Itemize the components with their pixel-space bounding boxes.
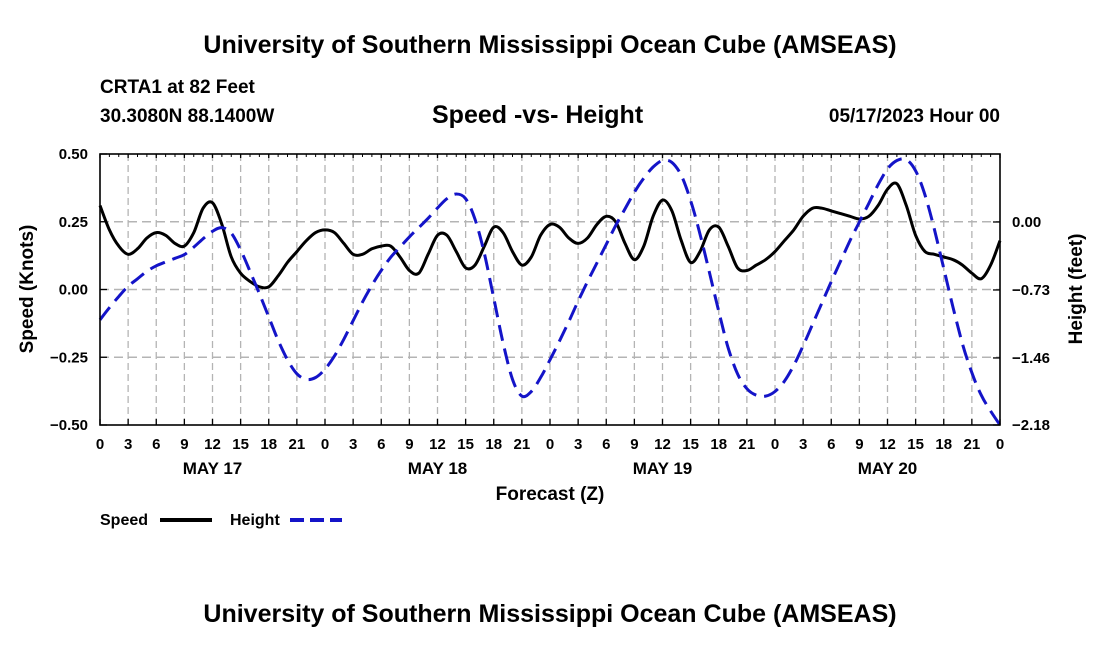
x-tick-label: 0 [771, 436, 779, 453]
grid-lines [100, 154, 1000, 425]
y-tick-label: 0.25 [59, 214, 88, 231]
x-tick-label: 6 [377, 436, 385, 453]
x-tick-label: 21 [514, 436, 531, 453]
x-tick-label: 0 [996, 436, 1004, 453]
station-label: CRTA1 at 82 Feet [100, 77, 255, 98]
x-tick-label: 12 [879, 436, 896, 453]
date-label: MAY 19 [633, 459, 693, 478]
x-tick-label: 3 [349, 436, 357, 453]
date-label: MAY 18 [408, 459, 468, 478]
chart-title: University of Southern Mississippi Ocean… [203, 31, 897, 59]
date-label: MAY 20 [858, 459, 918, 478]
date-label: MAY 17 [183, 459, 243, 478]
x-tick-label: 15 [232, 436, 249, 453]
x-tick-label: 15 [907, 436, 924, 453]
y2-tick-label: −1.46 [1012, 350, 1050, 367]
x-tick-label: 18 [710, 436, 727, 453]
axes-layer: 0 3 6 9 12 15 18 21 0 3 6 9 12 15 18 21 0 3 6 9 12 15 18 21 0 3 6 9… [50, 146, 1050, 478]
x-axis-label: Forecast (Z) [496, 484, 605, 505]
legend: Speed Height [100, 512, 342, 529]
x-tick-label: 21 [289, 436, 306, 453]
y-tick-label: −0.25 [50, 349, 88, 366]
x-tick-label: 18 [485, 436, 502, 453]
x-tick-label: 21 [964, 436, 981, 453]
x-tick-label: 12 [204, 436, 221, 453]
x-tick-label: 9 [855, 436, 863, 453]
y-axis-label: Speed (Knots) [17, 225, 38, 354]
x-tick-label: 9 [405, 436, 413, 453]
footer-title: University of Southern Mississippi Ocean… [203, 600, 897, 628]
y2-tick-label: −2.18 [1012, 417, 1050, 434]
x-tick-label: 0 [546, 436, 554, 453]
y-tick-label: 0.00 [59, 282, 88, 299]
legend-height-label: Height [230, 512, 280, 529]
series-layer [98, 157, 1002, 426]
x-tick-label: 3 [124, 436, 132, 453]
series-line-speed [98, 181, 1002, 290]
y-tick-label: 0.50 [59, 146, 88, 163]
legend-speed-label: Speed [100, 512, 148, 529]
x-tick-label: 6 [602, 436, 610, 453]
x-tick-label: 6 [827, 436, 835, 453]
x-tick-label: 15 [457, 436, 474, 453]
x-tick-label: 9 [180, 436, 188, 453]
series-line-height [98, 157, 1002, 426]
x-tick-label: 12 [654, 436, 671, 453]
x-tick-label: 3 [574, 436, 582, 453]
x-tick-label: 9 [630, 436, 638, 453]
y2-tick-label: 0.00 [1012, 214, 1041, 231]
x-tick-label: 15 [682, 436, 699, 453]
x-tick-label: 0 [96, 436, 104, 453]
x-tick-label: 3 [799, 436, 807, 453]
station-coordinates: 30.3080N 88.1400W [100, 106, 275, 127]
x-tick-label: 12 [429, 436, 446, 453]
y2-tick-label: −0.73 [1012, 282, 1050, 299]
x-tick-label: 18 [935, 436, 952, 453]
y2-axis-label: Height (feet) [1066, 234, 1087, 345]
plot-title: Speed -vs- Height [432, 101, 644, 129]
x-tick-label: 18 [260, 436, 277, 453]
x-tick-label: 21 [739, 436, 756, 453]
x-tick-label: 6 [152, 436, 160, 453]
y-tick-label: −0.50 [50, 417, 88, 434]
x-tick-label: 0 [321, 436, 329, 453]
forecast-time: 05/17/2023 Hour 00 [828, 106, 1000, 127]
